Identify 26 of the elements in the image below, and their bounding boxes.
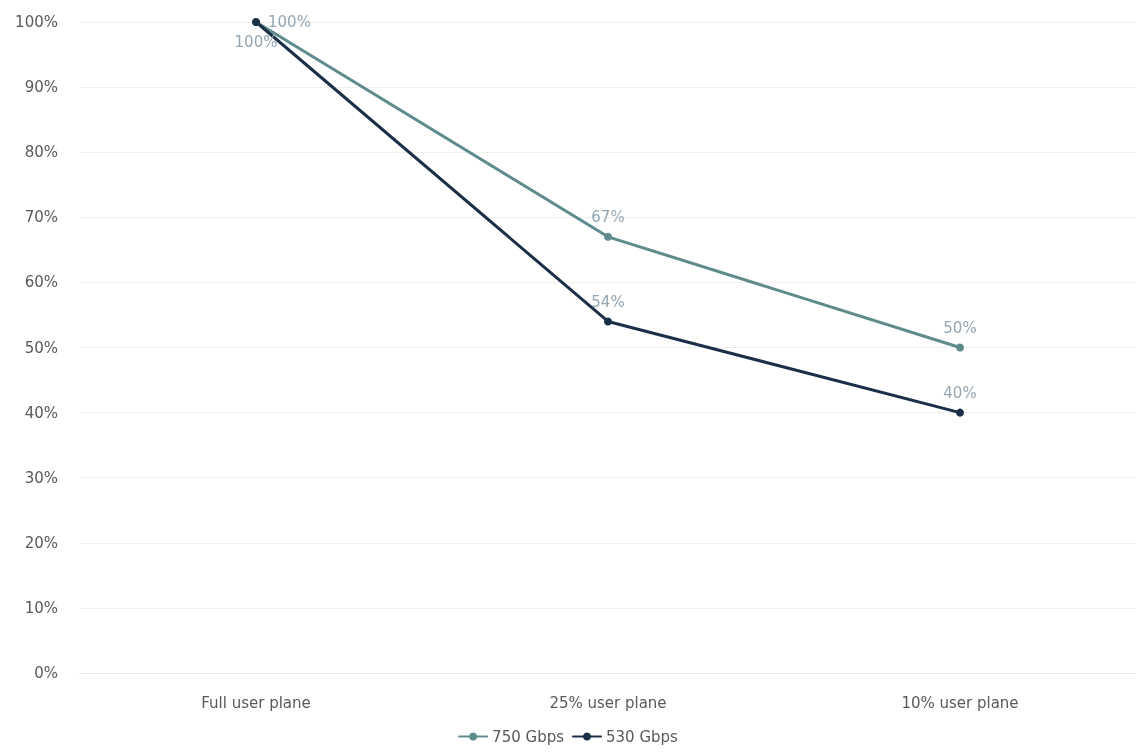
x-tick-label: 25% user plane (549, 693, 667, 712)
y-tick-label: 40% (24, 403, 58, 422)
y-tick-label: 50% (24, 338, 58, 357)
y-tick-label: 0% (34, 664, 58, 682)
y-tick-label: 70% (24, 208, 58, 227)
point (956, 343, 964, 352)
data-label: 67% (591, 208, 625, 227)
data-label: 54% (591, 292, 625, 311)
data-label: 100% (234, 32, 278, 51)
x-tick-label: Full user plane (201, 693, 311, 712)
y-tick-label: 10% (24, 598, 58, 617)
y-tick-label: 60% (24, 273, 58, 292)
y-tick-label: 20% (24, 533, 58, 552)
y-tick-label: 80% (24, 143, 58, 162)
point (956, 408, 964, 417)
data-label: 40% (943, 384, 977, 403)
data-label: 50% (943, 319, 977, 337)
legend-label: 750 Gbps (492, 727, 565, 746)
point (604, 232, 612, 241)
y-tick-label: 90% (24, 78, 58, 97)
legend-label: 530 Gbps (606, 727, 679, 746)
x-tick-label: 10% user plane (901, 693, 1019, 712)
y-tick-label: 100% (15, 13, 58, 31)
point (604, 317, 612, 326)
data-label: 100% (268, 13, 311, 31)
y-tick-label: 30% (24, 468, 58, 487)
